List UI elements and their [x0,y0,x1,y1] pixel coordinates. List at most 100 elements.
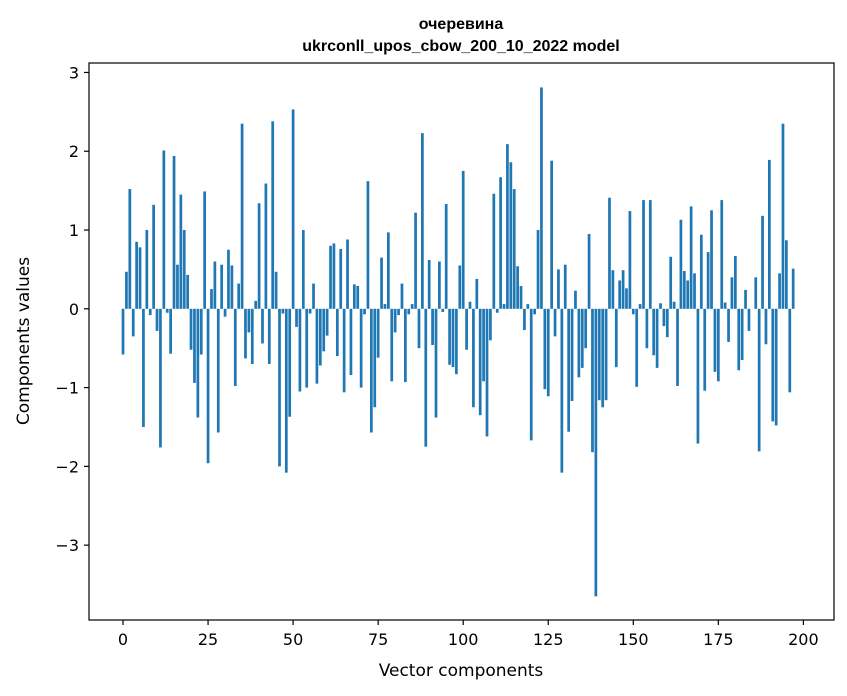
bar-16 [176,264,179,309]
bar-19 [186,274,190,309]
bar-92 [434,308,438,418]
bar-143 [608,197,611,309]
bar-164 [679,219,683,309]
y-tick-label: 2 [69,142,79,161]
bar-131 [567,308,571,432]
bar-65 [342,308,346,393]
bar-28 [216,308,220,433]
bar-112 [502,304,506,309]
bar-195 [785,240,788,309]
bar-66 [346,239,349,309]
bar-170 [699,234,703,309]
bar-113 [506,144,509,309]
bar-155 [648,200,652,309]
bar-41 [261,308,264,344]
bar-25 [206,308,210,464]
bar-109 [492,193,496,309]
bar-82 [400,283,404,309]
x-axis-ticks: 0 25 50 75 100 125 150 175 200 [118,620,819,649]
bar-70 [359,308,363,388]
bar-150 [631,308,635,315]
bar-178 [727,308,730,342]
bar-166 [686,280,690,309]
bar-90 [427,259,431,309]
bar-188 [761,215,764,309]
bar-59 [322,308,326,352]
bar-115 [512,189,516,309]
bar-48 [284,308,288,473]
bar-73 [369,308,373,433]
bar-47 [281,308,285,314]
x-tick-label: 200 [788,630,819,649]
bar-125 [546,308,550,397]
y-tick-label: 1 [69,221,79,240]
bar-134 [577,308,581,378]
bar-165 [682,270,686,309]
bar-26 [210,289,213,309]
bar-128 [557,269,560,309]
bar-121 [533,308,536,315]
bar-60 [325,308,329,336]
bar-12 [162,150,166,309]
bar-21 [193,308,196,383]
bar-110 [495,308,499,313]
bar-142 [604,308,608,401]
bar-77 [383,304,387,309]
bar-9 [152,204,155,309]
bar-98 [455,308,458,375]
bar-79 [390,308,394,382]
bar-0 [121,308,125,355]
bar-104 [475,278,479,309]
bar-140 [597,308,601,401]
bar-137 [587,233,591,309]
bar-99 [458,265,462,309]
bar-130 [563,264,567,309]
bar-36 [244,308,247,359]
bar-182 [740,308,744,361]
bar-127 [553,308,557,337]
bar-69 [356,285,360,309]
bar-32 [230,265,234,309]
y-tick-label: −1 [55,379,79,398]
bar-51 [295,308,298,327]
chart-title: очеревина [419,16,504,33]
bar-160 [665,308,669,338]
bar-106 [482,308,485,382]
bar-81 [397,308,400,316]
bar-103 [472,308,475,408]
bar-35 [240,123,244,309]
bar-163 [676,308,679,387]
bar-57 [315,308,319,384]
bar-42 [264,183,268,309]
bar-44 [271,121,275,309]
x-tick-label: 50 [283,630,303,649]
bar-187 [757,308,761,452]
bar-56 [312,283,315,309]
bar-49 [288,308,292,417]
bar-161 [669,256,673,309]
bar-151 [635,308,639,387]
plot-frame [88,62,835,621]
bar-62 [332,243,336,309]
bar-173 [710,210,713,309]
bar-120 [529,308,533,441]
bar-192 [774,308,778,426]
bar-100 [461,170,465,309]
bar-97 [451,308,455,368]
bar-80 [393,308,397,333]
bar-67 [349,308,353,375]
bar-101 [465,308,468,350]
x-axis-title: Vector components [379,661,544,681]
bar-61 [329,245,332,309]
bar-75 [376,308,380,358]
bar-107 [485,308,489,437]
bar-43 [267,308,271,364]
bar-184 [747,308,751,331]
bar-20 [189,308,193,350]
bar-154 [645,308,649,349]
bar-13 [165,308,169,313]
bar-10 [155,308,159,331]
bar-84 [407,308,411,315]
bar-24 [203,191,207,309]
